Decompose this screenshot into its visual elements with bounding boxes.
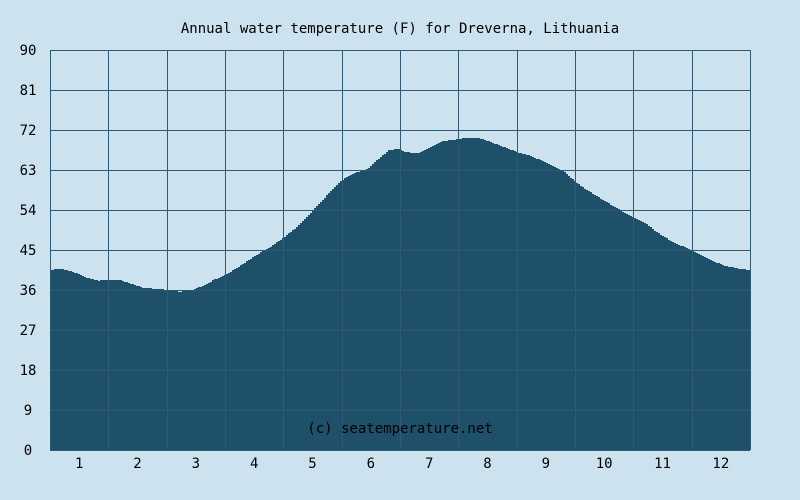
x-tick-label: 4 bbox=[250, 456, 258, 472]
x-tick-label: 8 bbox=[483, 456, 491, 472]
grid-layer bbox=[50, 50, 751, 451]
y-tick-label: 18 bbox=[20, 363, 37, 379]
x-tick-label: 2 bbox=[133, 456, 141, 472]
y-tick-label: 90 bbox=[20, 43, 37, 59]
chart-title: Annual water temperature (F) for Drevern… bbox=[181, 21, 619, 37]
x-tick-label: 10 bbox=[596, 456, 613, 472]
x-tick-label: 7 bbox=[425, 456, 433, 472]
y-tick-label: 36 bbox=[20, 283, 37, 299]
y-tick-label: 63 bbox=[20, 163, 37, 179]
x-tick-labels: 1 2 3 4 5 6 7 8 9 10 11 12 bbox=[75, 456, 729, 472]
y-tick-label: 81 bbox=[20, 83, 37, 99]
y-tick-label: 9 bbox=[24, 403, 32, 419]
x-tick-label: 11 bbox=[654, 456, 671, 472]
watermark: (c) seatemperature.net bbox=[307, 421, 492, 437]
x-tick-label: 12 bbox=[712, 456, 729, 472]
x-tick-label: 5 bbox=[308, 456, 316, 472]
y-tick-label: 72 bbox=[20, 123, 37, 139]
y-tick-label: 27 bbox=[20, 323, 37, 339]
y-tick-labels: 0 9 18 27 36 45 54 63 72 81 90 bbox=[20, 43, 37, 459]
x-tick-label: 6 bbox=[367, 456, 375, 472]
y-tick-label: 45 bbox=[20, 243, 37, 259]
x-tick-label: 9 bbox=[542, 456, 550, 472]
y-tick-label: 54 bbox=[20, 203, 37, 219]
x-tick-label: 3 bbox=[192, 456, 200, 472]
y-tick-label: 0 bbox=[24, 443, 32, 459]
x-tick-label: 1 bbox=[75, 456, 83, 472]
